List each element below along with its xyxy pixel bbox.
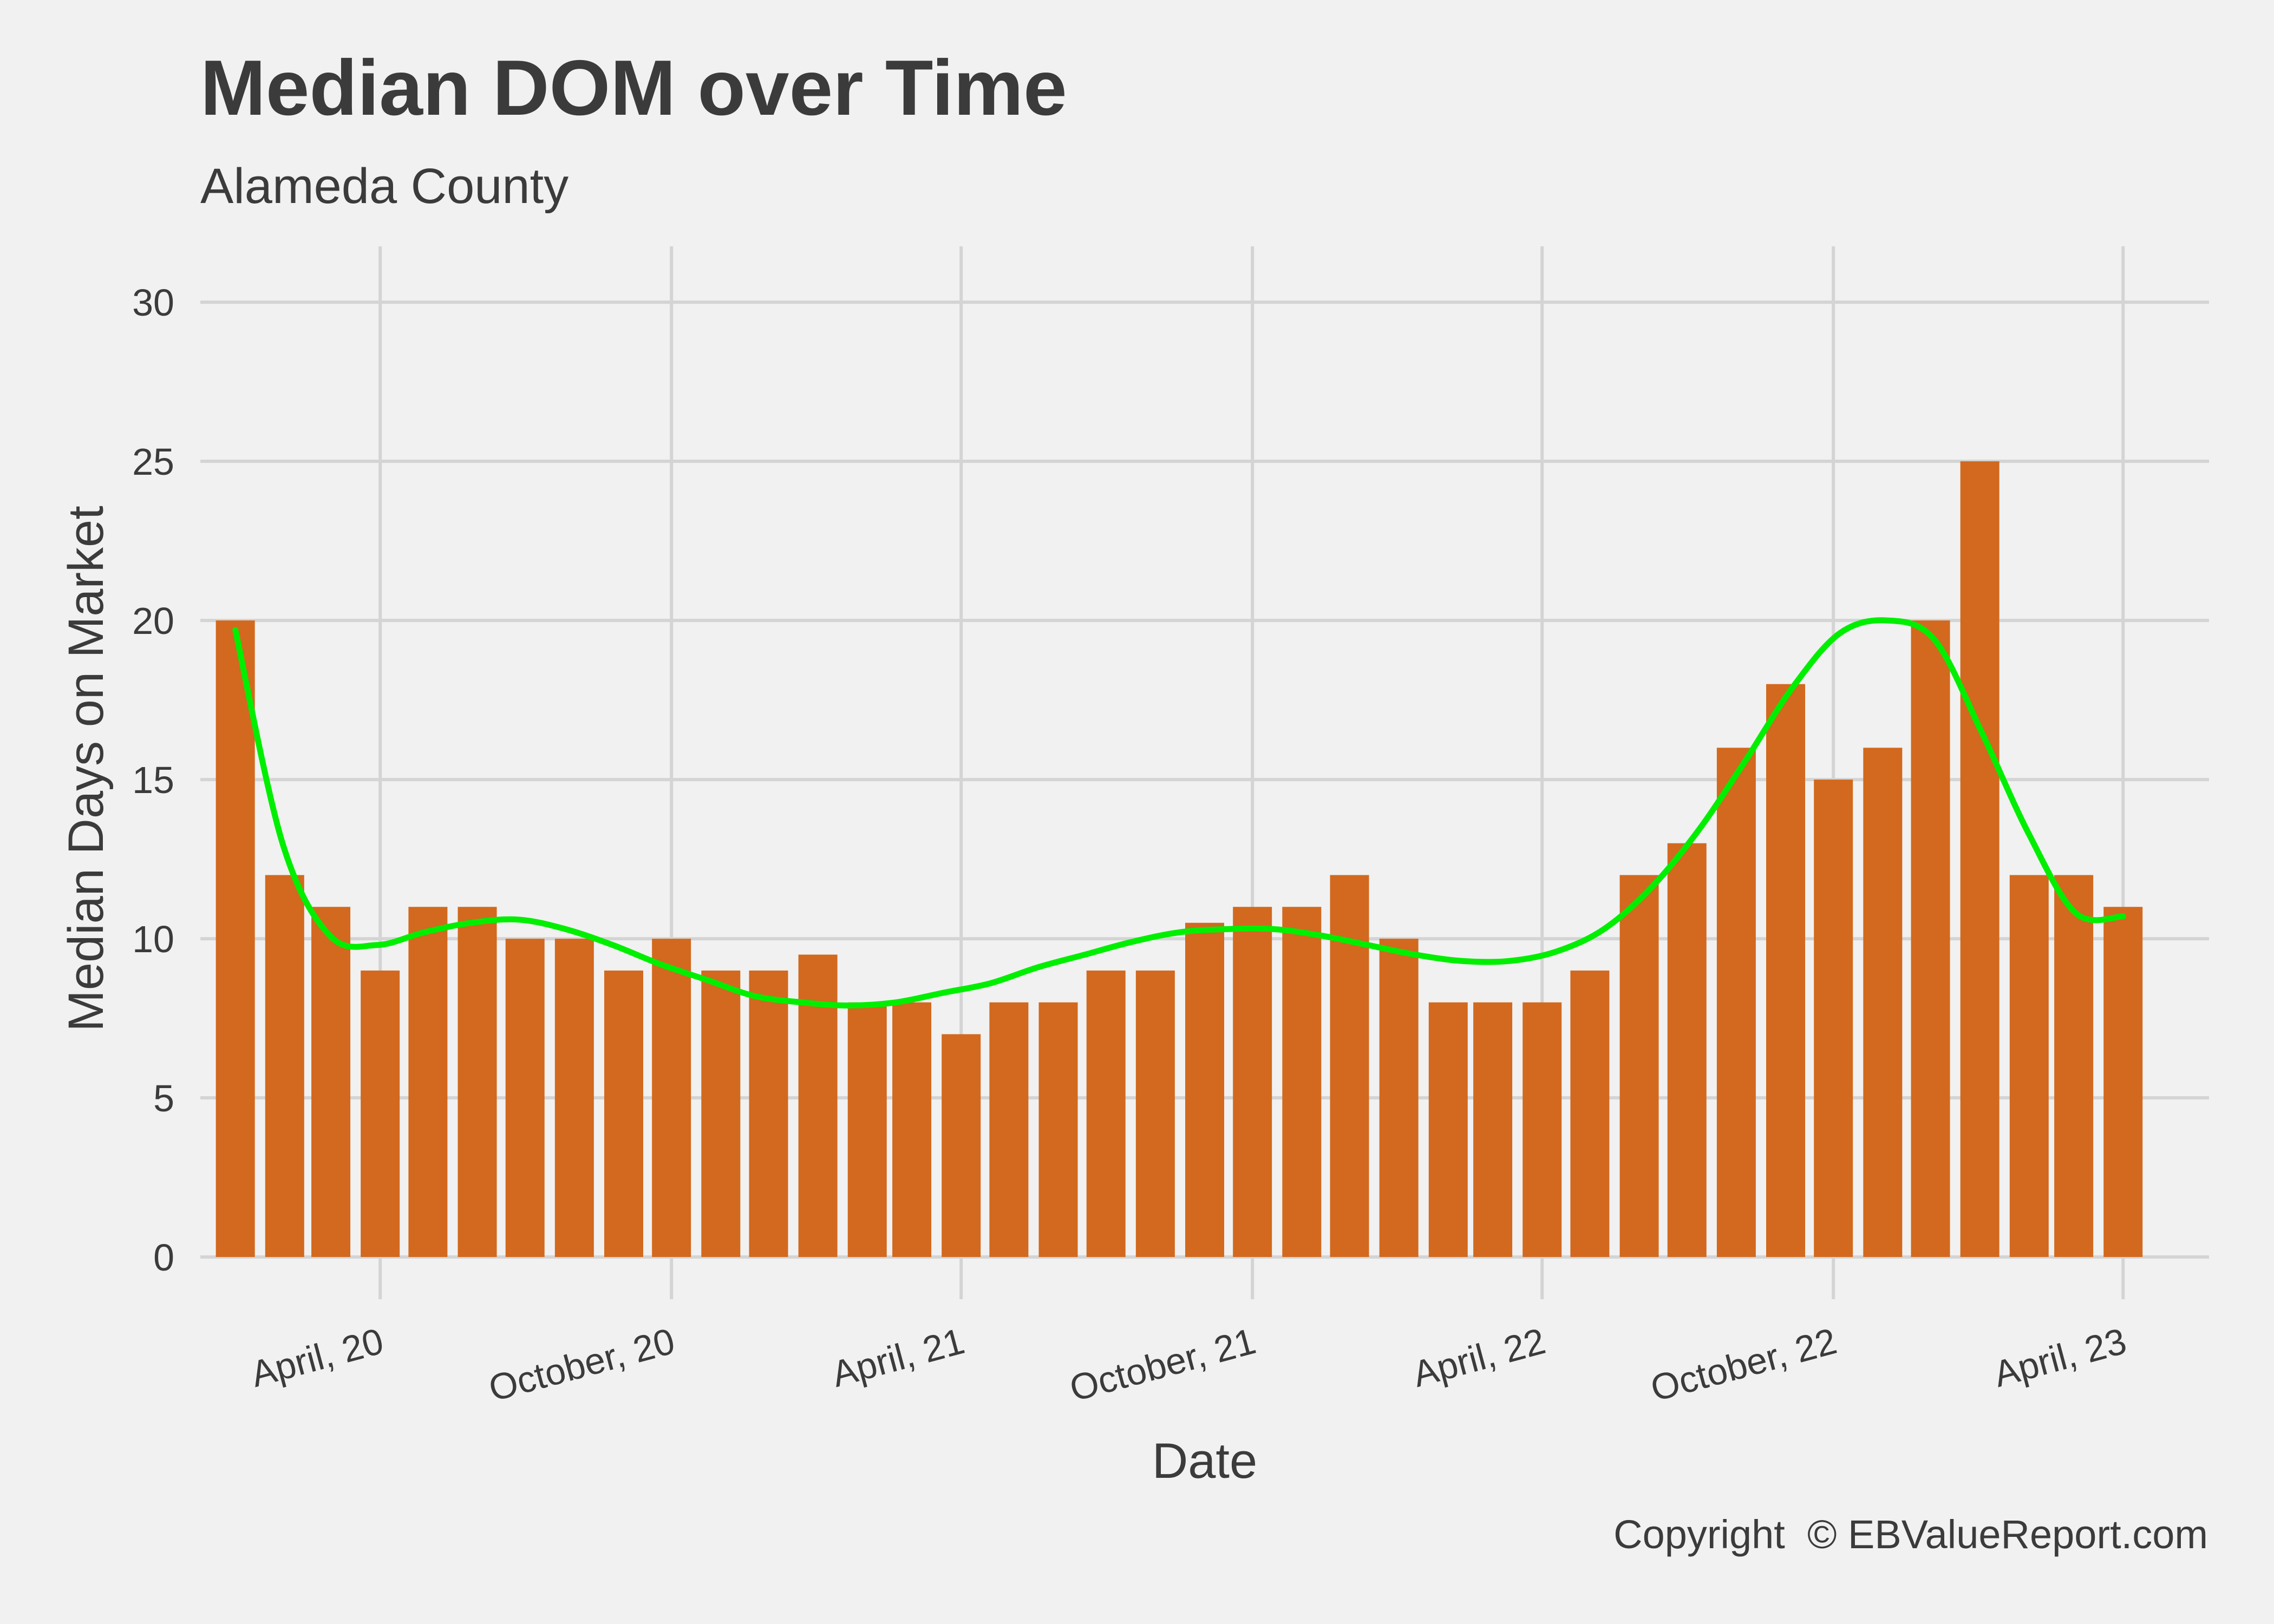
bar [215, 620, 255, 1257]
bar [1570, 970, 1610, 1257]
bar [652, 939, 691, 1257]
bar [749, 970, 788, 1257]
bar [1619, 875, 1659, 1257]
bar [1863, 748, 1903, 1257]
y-axis-title: Median Days on Market [58, 506, 114, 1032]
bar [1522, 1002, 1562, 1257]
y-axis-ticks: 0 5 10 15 20 25 30 [132, 281, 174, 1279]
y-tick-label: 0 [153, 1236, 174, 1279]
bar [265, 875, 304, 1257]
y-tick-label: 30 [132, 281, 174, 324]
y-tick-label: 20 [132, 600, 174, 642]
chart-title: Median DOM over Time [200, 44, 1067, 132]
bar [1233, 907, 1272, 1257]
y-tick-label: 5 [153, 1077, 174, 1119]
bar [458, 907, 497, 1257]
bar [505, 939, 545, 1257]
bar [1379, 939, 1419, 1257]
bars [215, 461, 2143, 1258]
bar [1038, 1002, 1078, 1257]
x-axis-title: Date [1152, 1433, 1257, 1489]
bar [847, 1002, 887, 1257]
bar [1814, 780, 1853, 1257]
bar [701, 970, 741, 1257]
copyright-caption: Copyright © EBValueReport.com [1613, 1512, 2208, 1557]
bar [1911, 620, 1950, 1257]
bar [408, 907, 448, 1257]
bar [2009, 875, 2049, 1257]
bar [1282, 907, 1322, 1257]
bar [1086, 970, 1126, 1257]
bar [1473, 1002, 1513, 1257]
trend-line [232, 617, 2126, 1009]
bar [1330, 875, 1369, 1257]
y-tick-label: 10 [132, 918, 174, 960]
bar [1716, 748, 1756, 1257]
bar [942, 1034, 981, 1257]
bar [1135, 970, 1175, 1257]
bar [1185, 922, 1224, 1257]
bar [311, 907, 351, 1257]
bar [989, 1002, 1029, 1257]
bar [1428, 1002, 1468, 1257]
bar [1667, 843, 1707, 1257]
bar [554, 939, 594, 1257]
bar [892, 1002, 932, 1257]
y-tick-label: 25 [132, 441, 174, 483]
bar [604, 970, 643, 1257]
y-tick-label: 15 [132, 759, 174, 801]
bar [361, 970, 400, 1257]
bar [2103, 907, 2143, 1257]
bar [1960, 461, 1999, 1258]
bar [1766, 684, 1806, 1257]
bar [2054, 875, 2094, 1257]
chart-subtitle: Alameda County [200, 159, 568, 214]
